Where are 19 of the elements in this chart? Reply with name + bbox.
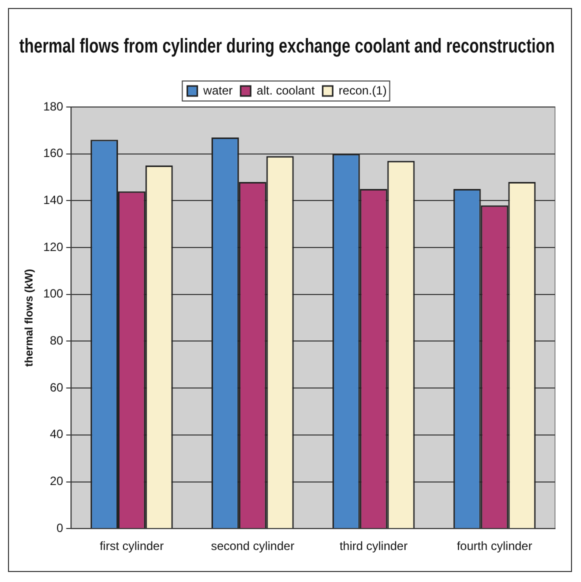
- legend-label: alt. coolant: [256, 83, 316, 98]
- y-tick-label: 40: [50, 427, 64, 442]
- y-tick-label: 60: [50, 380, 64, 394]
- x-tick-label: fourth cylinder: [456, 539, 532, 554]
- x-tick-label: third cylinder: [340, 539, 408, 554]
- chart-title: thermal flows from cylinder during exchange coolant and reconstruction: [19, 34, 555, 57]
- y-tick-label: 160: [43, 146, 64, 160]
- x-tick-label: second cylinder: [210, 539, 294, 554]
- y-tick-label: 180: [43, 99, 64, 114]
- legend-label: water: [202, 83, 233, 98]
- y-tick-label: 100: [43, 286, 64, 301]
- y-tick-label: 140: [43, 193, 64, 207]
- y-tick-label: 20: [50, 474, 64, 488]
- x-tick-label: first cylinder: [100, 539, 164, 554]
- legend-label: recon.(1): [338, 83, 387, 98]
- y-tick-label: 80: [50, 334, 64, 348]
- y-tick-label: 0: [56, 520, 64, 535]
- y-tick-label: 120: [43, 240, 64, 254]
- y-axis-title: thermal flows (kW): [24, 268, 36, 367]
